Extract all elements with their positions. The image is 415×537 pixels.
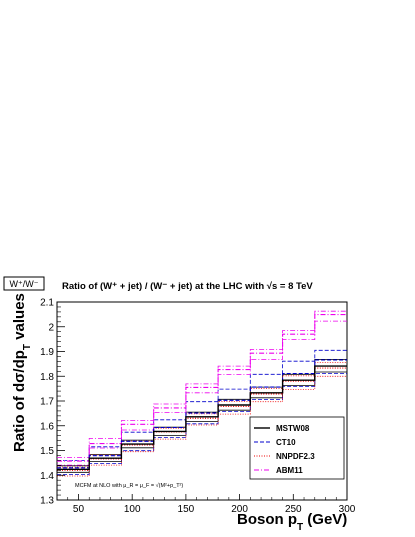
y-axis-title: Ratio of dσ/dpT values [11,293,33,452]
tag-box: W⁺/W⁻ [3,276,45,291]
uncertainty-bands [57,310,347,477]
x-tick-label: 200 [231,504,248,515]
y-tick-label: 1.6 [40,421,54,432]
band-upper-abm11 [57,310,347,458]
band-lower-nnpdf23 [57,375,347,477]
y-tick-label: 2.1 [40,298,54,309]
legend-label-mstw08: MSTW08 [276,424,310,433]
x-tick-label: 150 [178,504,195,515]
tag-label: W⁺/W⁻ [10,279,39,289]
band-upper-ct10 [57,349,347,461]
legend-label-abm11: ABM11 [276,466,303,475]
legend-label-nnpdf23: NNPDF2.3 [276,452,315,461]
central-lines [57,314,347,471]
y-tick-label: 1.9 [40,347,54,358]
y-tick-label: 1.7 [40,397,54,408]
axes: 50 100 150 200 250 300 1.3 1.4 1.5 1.6 1.7 1.8 1.9 2 2… [40,298,356,516]
series-line-abm11 [57,314,347,462]
x-axis-title: Boson pT (GeV) [237,511,347,533]
x-tick-label: 50 [73,504,85,515]
x-tick-label: 300 [339,504,356,515]
band-lower-ct10 [57,373,347,475]
legend-label-ct10: CT10 [276,438,296,447]
band-upper-nnpdf23 [57,362,347,468]
y-tick-label: 2 [48,322,54,333]
band-lower-abm11 [57,320,347,466]
legend: MSTW08 CT10 NNPDF2.3 ABM11 [249,416,345,480]
series-line-ct10 [57,359,347,469]
y-tick-label: 1.3 [40,496,54,507]
chart-title: Ratio of (W⁺ + jet) / (W⁻ + jet) at the … [62,281,313,292]
x-tick-label: 100 [124,504,141,515]
y-tick-label: 1.4 [40,471,54,482]
y-tick-label: 1.8 [40,372,54,383]
band-upper-mstw08 [57,359,347,467]
band-lower-mstw08 [57,371,347,473]
series-line-mstw08 [57,365,347,470]
y-tick-label: 1.5 [40,446,54,457]
mcfm-annotation: MCFM at NLO with μ_R = μ_F = √(M²+p_T²) [75,482,183,489]
x-tick-label: 250 [285,504,302,515]
